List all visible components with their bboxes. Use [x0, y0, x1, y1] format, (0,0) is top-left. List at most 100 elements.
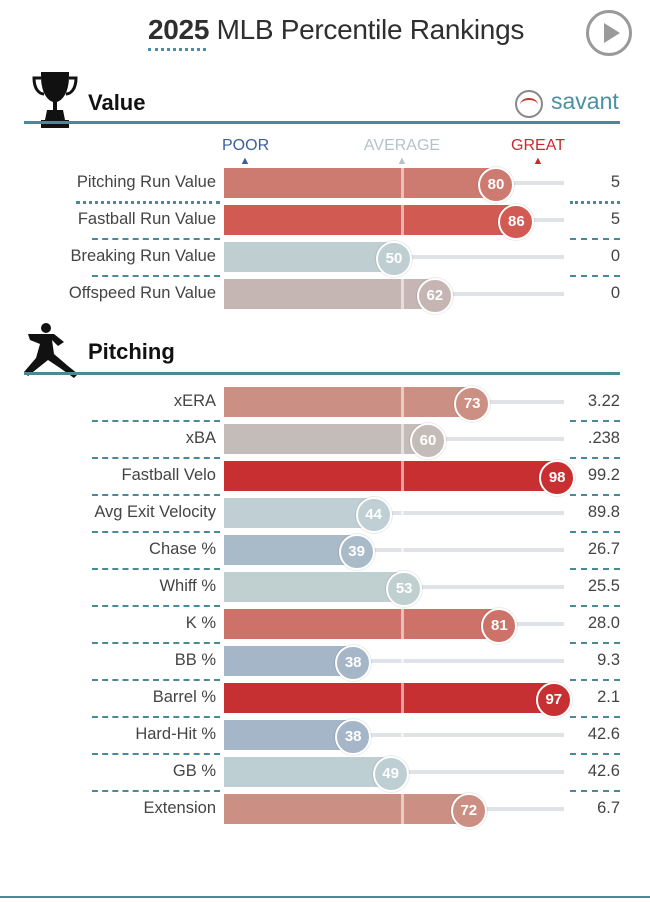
metric-value: 42.6	[587, 762, 620, 780]
metric-value: 0	[610, 247, 620, 265]
percentile-badge[interactable]: 38	[335, 645, 372, 681]
metric-label[interactable]: Fastball Velo	[121, 466, 216, 484]
percentile-track	[224, 548, 564, 552]
average-marker	[401, 424, 404, 454]
section-rule	[24, 372, 620, 375]
metric-label[interactable]: Chase %	[149, 540, 216, 558]
row-separator	[92, 679, 220, 681]
metric-label[interactable]: Whiff %	[159, 577, 216, 595]
metric-label[interactable]: Breaking Run Value	[70, 247, 216, 265]
up-arrow-icon: ▲	[239, 155, 251, 167]
percentile-bar	[224, 609, 500, 639]
row-separator	[92, 457, 220, 459]
page-title: 2025 MLB Percentile Rankings	[148, 14, 524, 46]
percentile-bar	[224, 757, 391, 787]
metric-value: 42.6	[587, 725, 620, 743]
row-separator	[92, 420, 220, 422]
metric-label[interactable]: Offspeed Run Value	[68, 284, 216, 302]
up-arrow-icon: ▲	[532, 155, 544, 167]
percentile-badge[interactable]: 44	[355, 497, 392, 533]
percentile-badge[interactable]: 97	[535, 682, 572, 718]
row-separator	[570, 275, 620, 277]
metric-value: 28.0	[587, 614, 620, 632]
percentile-bar	[224, 242, 394, 272]
metric-label[interactable]: BB %	[174, 651, 216, 669]
metric-label[interactable]: Avg Exit Velocity	[94, 503, 216, 521]
row-separator	[570, 790, 620, 792]
percentile-bar	[224, 168, 496, 198]
metric-label[interactable]: Fastball Run Value	[77, 210, 216, 228]
metric-label[interactable]: K %	[185, 614, 216, 632]
row-separator	[92, 642, 220, 644]
metric-value: 99.2	[587, 466, 620, 484]
percentile-bar	[224, 387, 473, 417]
play-icon	[604, 23, 620, 43]
percentile-bar	[224, 683, 554, 713]
row-separator	[570, 679, 620, 681]
metric-label[interactable]: GB %	[172, 762, 216, 780]
title-text[interactable]: MLB Percentile Rankings	[216, 14, 525, 45]
row-separator	[570, 568, 620, 570]
percentile-badge[interactable]: 98	[539, 460, 576, 496]
percentile-bar	[224, 794, 469, 824]
percentile-badge[interactable]: 72	[450, 793, 487, 829]
percentile-bar	[224, 424, 428, 454]
average-marker	[401, 794, 404, 824]
percentile-track	[224, 659, 564, 663]
row-separator	[92, 275, 220, 277]
row-separator	[92, 605, 220, 607]
percentile-badge[interactable]: 50	[376, 241, 412, 277]
percentile-badge[interactable]: 62	[416, 278, 453, 314]
row-separator	[92, 716, 220, 718]
metric-label[interactable]: Extension	[143, 799, 216, 817]
scale-great-label: GREAT	[511, 137, 565, 154]
average-marker	[401, 683, 404, 713]
percentile-track	[224, 511, 564, 515]
section-rule	[24, 121, 620, 124]
average-marker	[401, 646, 404, 676]
percentile-bar	[224, 461, 558, 491]
percentile-bar	[224, 720, 354, 750]
row-separator	[92, 790, 220, 792]
scale-average: AVERAGE ▲	[362, 137, 442, 167]
scale-great: GREAT ▲	[510, 137, 566, 167]
metric-label[interactable]: Pitching Run Value	[76, 173, 216, 191]
metric-label[interactable]: Hard-Hit %	[135, 725, 216, 743]
trophy-icon	[32, 72, 78, 128]
metric-value: .238	[587, 429, 620, 447]
up-arrow-icon: ▲	[396, 155, 408, 167]
play-button[interactable]	[586, 10, 632, 56]
metric-label[interactable]: xERA	[173, 392, 216, 410]
percentile-badge[interactable]: 86	[498, 204, 535, 240]
average-marker	[401, 609, 404, 639]
percentile-bar	[224, 279, 435, 309]
metric-value: 5	[610, 173, 620, 191]
row-separator	[92, 753, 220, 755]
metric-value: 5	[610, 210, 620, 228]
row-separator	[92, 568, 220, 570]
metric-value: 9.3	[597, 651, 620, 669]
metric-value: 3.22	[587, 392, 620, 410]
average-marker	[401, 720, 404, 750]
average-marker	[401, 498, 404, 528]
title-underline	[148, 48, 206, 51]
percentile-badge[interactable]: 38	[335, 719, 372, 755]
percentile-badge[interactable]: 53	[386, 571, 423, 607]
scale-poor: POOR ▲	[222, 137, 269, 167]
metric-label[interactable]: Barrel %	[152, 688, 216, 706]
percentile-badge[interactable]: 39	[338, 534, 375, 570]
row-separator	[92, 494, 220, 496]
percentile-bar	[224, 498, 374, 528]
row-separator	[570, 420, 620, 422]
metric-label[interactable]: xBA	[185, 429, 216, 447]
row-separator	[570, 238, 620, 240]
percentile-badge[interactable]: 73	[454, 386, 491, 422]
percentile-badge[interactable]: 80	[478, 167, 514, 203]
average-marker	[401, 205, 404, 235]
percentile-badge[interactable]: 49	[372, 756, 409, 792]
percentile-badge[interactable]: 60	[410, 423, 446, 459]
metric-value: 89.8	[587, 503, 620, 521]
percentile-badge[interactable]: 81	[481, 608, 518, 644]
row-separator	[570, 642, 620, 644]
row-separator	[570, 201, 620, 204]
